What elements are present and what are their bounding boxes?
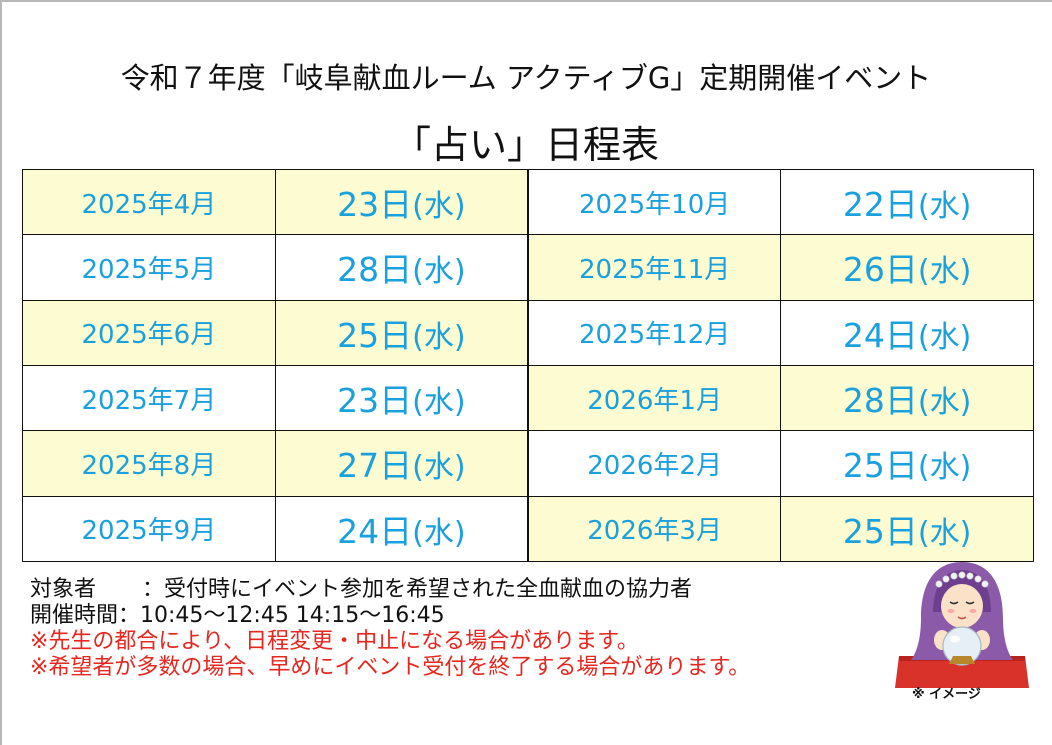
left-month-cell: 2025年8月	[22, 430, 276, 497]
left-day-cell: 23日(水)	[274, 364, 529, 432]
left-day-cell: 24日(水)	[274, 495, 529, 563]
weekday-text: (水)	[412, 450, 466, 486]
right-day-cell: 25日(水)	[780, 430, 1034, 497]
month-text: 2025年6月	[81, 320, 217, 351]
weekday-text: (水)	[917, 450, 972, 486]
schedule-row: 2025年6月 25日(水) 2025年12月 24日(水)	[22, 299, 1034, 366]
weekday-text: (水)	[412, 319, 466, 355]
month-text: 2025年10月	[578, 189, 731, 220]
left-month-cell: 2025年5月	[22, 234, 276, 301]
day-text: 23日	[337, 185, 413, 225]
schedule-row: 2025年7月 23日(水) 2026年1月 28日(水)	[22, 364, 1034, 432]
weekday-text: (水)	[412, 385, 466, 421]
schedule-table: 2025年4月 23日(水) 2025年10月 22日(水) 2025年5月 28日(水)…	[22, 168, 1034, 563]
month-text: 2026年3月	[587, 516, 722, 547]
schedule-row: 2025年5月 28日(水) 2025年11月 26日(水)	[22, 234, 1034, 301]
left-day-cell: 23日(水)	[274, 168, 529, 236]
day-text: 24日	[842, 315, 918, 355]
left-day-cell: 28日(水)	[274, 234, 529, 301]
right-day-cell: 22日(水)	[780, 168, 1034, 236]
month-text: 2025年11月	[578, 254, 731, 285]
right-month-cell: 2025年12月	[527, 299, 782, 366]
day-text: 28日	[337, 250, 413, 290]
month-text: 2025年9月	[81, 516, 217, 547]
schedule-row: 2025年4月 23日(水) 2025年10月 22日(水)	[22, 168, 1034, 236]
left-month-cell: 2025年9月	[22, 495, 276, 563]
left-month-cell: 2025年4月	[22, 168, 276, 236]
hours-note: 開催時間：10:45～12:45 14:15～16:45	[30, 603, 750, 629]
schedule-row: 2025年9月 24日(水) 2026年3月 25日(水)	[22, 495, 1034, 563]
right-month-cell: 2026年3月	[527, 495, 782, 563]
target-value: ：受付時にイベント参加を希望された全血献血の協力者	[142, 577, 693, 602]
weekday-text: (水)	[917, 515, 972, 551]
right-day-cell: 25日(水)	[780, 495, 1034, 563]
weekday-text: (水)	[917, 189, 972, 225]
left-day-cell: 27日(水)	[274, 430, 529, 497]
day-text: 28日	[842, 381, 918, 421]
right-month-cell: 2026年1月	[527, 364, 782, 432]
page-border-top	[0, 0, 1052, 2]
month-text: 2025年7月	[81, 385, 217, 416]
weekday-text: (水)	[917, 385, 972, 421]
notes-block: 対象者 ：受付時にイベント参加を希望された全血献血の協力者 開催時間：10:45～…	[30, 577, 750, 681]
page-border-left	[0, 0, 2, 745]
day-text: 22日	[842, 185, 918, 225]
event-title: 令和７年度「岐阜献血ルーム アクティブG」定期開催イベント	[120, 61, 932, 95]
target-label: 対象者	[30, 577, 97, 602]
right-month-cell: 2025年11月	[527, 234, 782, 301]
day-text: 26日	[842, 250, 918, 290]
illustration-caption: ※ イメージ	[912, 687, 981, 702]
day-text: 23日	[337, 381, 413, 421]
weekday-text: (水)	[412, 254, 466, 290]
month-text: 2026年1月	[587, 385, 722, 416]
hours-label: 開催時間	[30, 603, 119, 628]
target-note: 対象者 ：受付時にイベント参加を希望された全血献血の協力者	[30, 577, 750, 603]
right-month-cell: 2025年10月	[527, 168, 782, 236]
month-text: 2025年12月	[578, 320, 731, 351]
schedule-change-warning: ※先生の都合により、日程変更・中止になる場合があります。	[30, 629, 639, 654]
schedule-row: 2025年8月 27日(水) 2026年2月 25日(水)	[22, 430, 1034, 497]
day-text: 27日	[337, 446, 413, 486]
early-close-warning: ※希望者が多数の場合、早めにイベント受付を終了する場合があります。	[30, 655, 751, 680]
weekday-text: (水)	[917, 319, 972, 355]
left-month-cell: 2025年7月	[22, 364, 276, 432]
right-day-cell: 28日(水)	[780, 364, 1034, 432]
schedule-title: 「占い」日程表	[392, 123, 659, 167]
month-text: 2025年5月	[81, 254, 217, 285]
month-text: 2025年4月	[81, 189, 217, 220]
month-text: 2026年2月	[587, 450, 722, 481]
hours-value: ：10:45～12:45 14:15～16:45	[118, 603, 445, 628]
month-text: 2025年8月	[81, 450, 217, 481]
weekday-text: (水)	[917, 254, 972, 290]
day-text: 25日	[842, 511, 918, 551]
right-day-cell: 26日(水)	[780, 234, 1034, 301]
right-month-cell: 2026年2月	[527, 430, 782, 497]
day-text: 25日	[842, 446, 918, 486]
day-text: 25日	[337, 315, 413, 355]
right-day-cell: 24日(水)	[780, 299, 1034, 366]
left-day-cell: 25日(水)	[274, 299, 529, 366]
weekday-text: (水)	[412, 189, 466, 225]
weekday-text: (水)	[412, 515, 466, 551]
day-text: 24日	[337, 511, 413, 551]
left-month-cell: 2025年6月	[22, 299, 276, 366]
fortune-teller-crystal-ball-icon	[895, 562, 1029, 688]
